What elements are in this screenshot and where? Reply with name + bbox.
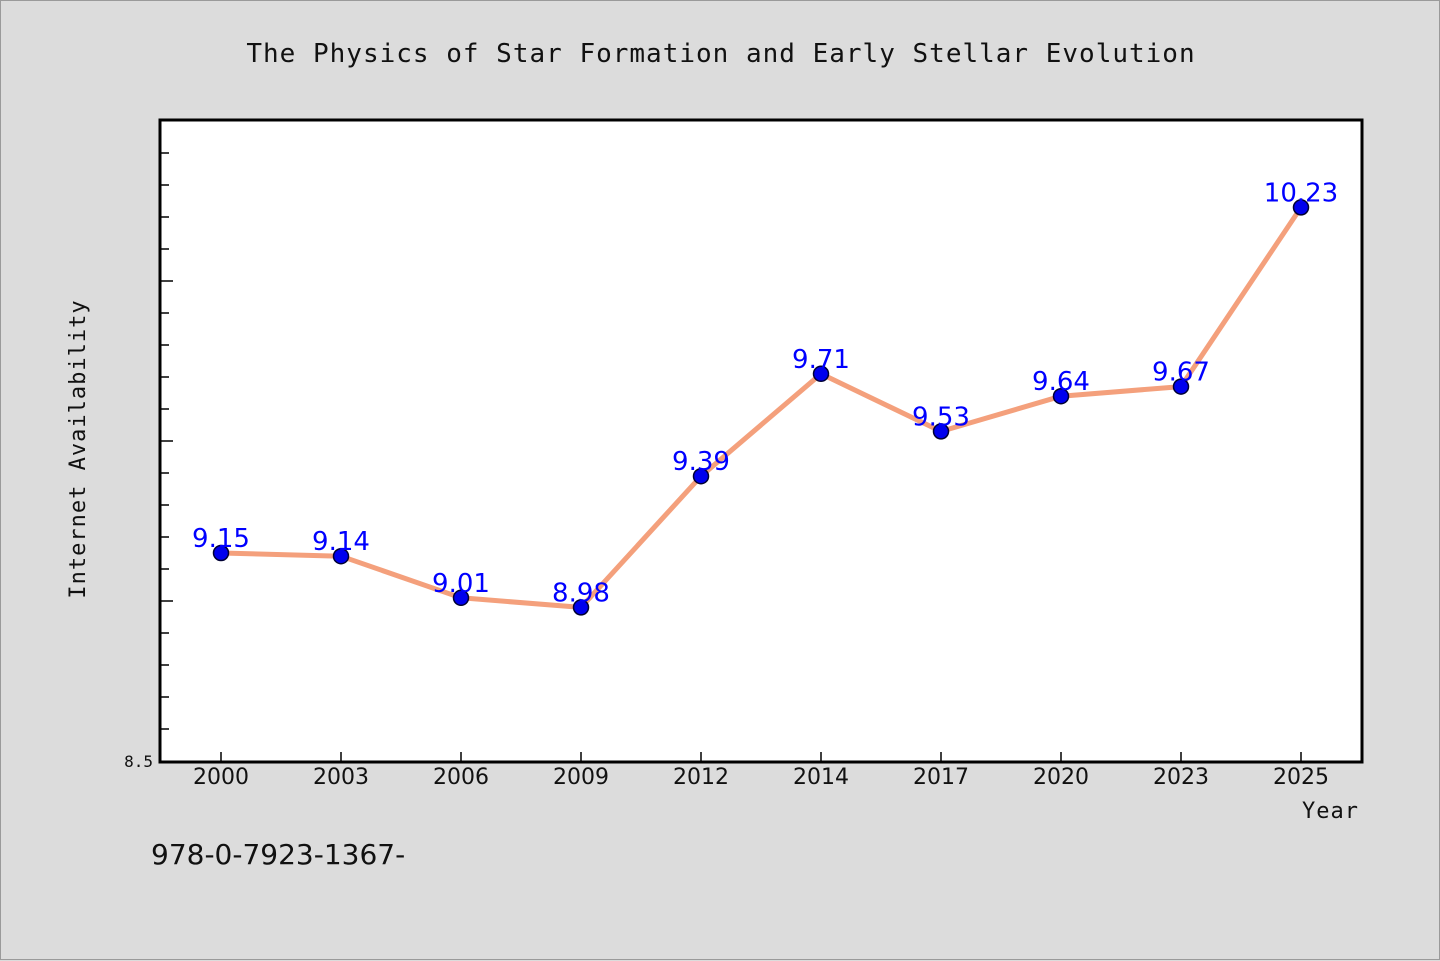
data-point — [452, 589, 470, 607]
x-axis-label: Year — [1302, 799, 1359, 824]
x-tick-label: 2000 — [193, 765, 249, 790]
footer-code: 978-0-7923-1367- — [151, 838, 405, 871]
y-axis-label: Internet Availability — [66, 299, 91, 598]
chart-title: The Physics of Star Formation and Early … — [246, 39, 1195, 69]
data-point — [1052, 387, 1070, 405]
x-axis-ticks — [220, 752, 1302, 761]
x-tick-label: 2020 — [1033, 765, 1089, 790]
y-axis-ticks — [161, 152, 173, 730]
data-label: 10.23 — [1264, 178, 1338, 208]
y-axis-min-label: 8.5 — [124, 752, 153, 771]
x-axis-tick-labels: 2000 2003 2006 2009 2012 2014 2017 2020 2023 2025 — [193, 765, 1329, 790]
data-label: 9.14 — [312, 527, 370, 557]
data-label: 9.64 — [1032, 367, 1090, 397]
series-line — [218, 204, 1304, 610]
x-tick-label: 2017 — [913, 765, 969, 790]
x-tick-label: 2009 — [553, 765, 609, 790]
data-label: 9.15 — [192, 524, 250, 554]
plot-area — [158, 118, 1364, 764]
data-label: 9.01 — [432, 569, 490, 599]
x-tick-label: 2003 — [313, 765, 369, 790]
series-markers — [212, 199, 1310, 616]
data-point — [932, 423, 950, 440]
series-data-labels: 9.15 9.14 9.01 8.98 9.39 9.71 9.53 9.64 9.67 10.2… — [192, 178, 1338, 608]
data-label: 9.53 — [912, 402, 970, 432]
data-point — [572, 599, 590, 616]
data-point — [812, 365, 830, 383]
data-label: 9.67 — [1152, 358, 1210, 388]
x-tick-label: 2006 — [433, 765, 489, 790]
data-point — [1172, 378, 1190, 395]
data-label: 9.71 — [792, 345, 850, 375]
data-point — [1292, 199, 1310, 216]
x-tick-label: 2014 — [793, 765, 849, 790]
data-label: 8.98 — [552, 578, 610, 608]
x-tick-label: 2025 — [1273, 765, 1329, 790]
x-tick-label: 2012 — [673, 765, 729, 790]
data-point — [332, 547, 350, 565]
data-label: 9.39 — [672, 447, 730, 477]
data-point — [212, 544, 230, 562]
data-point — [692, 467, 710, 485]
x-tick-label: 2023 — [1153, 765, 1209, 790]
